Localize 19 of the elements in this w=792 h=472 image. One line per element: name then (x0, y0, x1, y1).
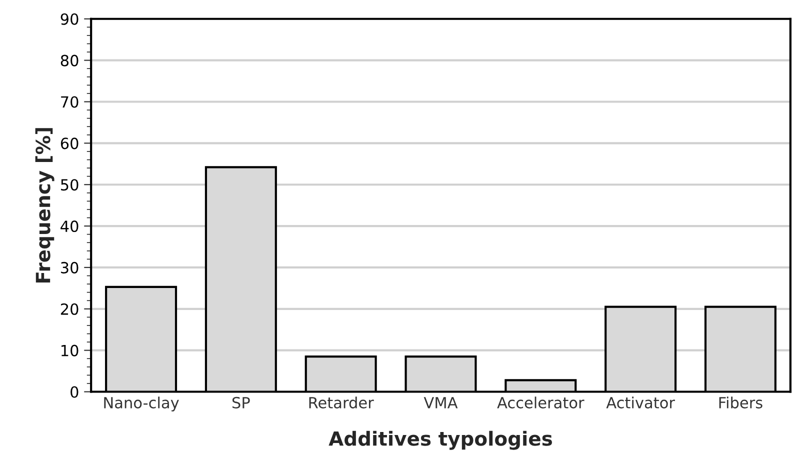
y-tick-label: 30 (61, 262, 78, 274)
x-tick-label: Nano-clay (104, 396, 179, 412)
x-tick-label: Fibers (719, 396, 762, 408)
y-tick-label: 20 (60, 303, 78, 315)
x-tick-label: Activator (606, 396, 675, 408)
y-tick-label: 80 (60, 54, 78, 66)
x-axis-title: Additives typologies (328, 430, 552, 450)
x-tick-label: Accelerator (497, 396, 584, 408)
x-tick-label: Retarder (309, 396, 374, 408)
y-tick-label: 90 (60, 13, 78, 25)
x-tick-label: SP (232, 396, 250, 408)
y-tick-label: 10 (62, 344, 78, 356)
y-tick-label: 50 (61, 179, 78, 191)
y-axis-title: Frequency [%] (35, 128, 54, 282)
x-tick-label: VMA (424, 397, 458, 408)
y-tick-label: 70 (61, 96, 78, 108)
y-tick-label: 0 (70, 386, 78, 398)
y-tick-label: 40 (60, 220, 78, 232)
y-tick-label: 60 (60, 138, 78, 150)
